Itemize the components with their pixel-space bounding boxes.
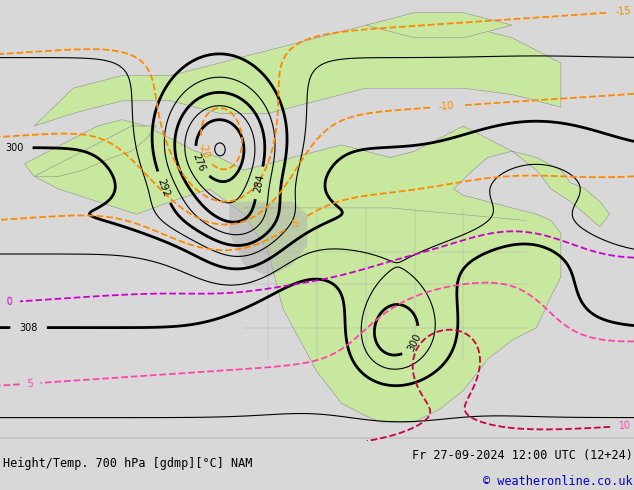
Text: 10: 10 bbox=[618, 420, 631, 431]
Polygon shape bbox=[24, 120, 610, 422]
Text: Height/Temp. 700 hPa [gdmp][°C] NAM: Height/Temp. 700 hPa [gdmp][°C] NAM bbox=[3, 457, 252, 469]
Text: 5: 5 bbox=[27, 378, 34, 389]
Text: 308: 308 bbox=[20, 322, 38, 333]
Text: © weatheronline.co.uk: © weatheronline.co.uk bbox=[483, 475, 633, 488]
Polygon shape bbox=[34, 126, 156, 176]
Text: 300: 300 bbox=[5, 143, 23, 153]
Text: 0: 0 bbox=[6, 297, 13, 307]
Polygon shape bbox=[366, 13, 512, 38]
Text: -15: -15 bbox=[614, 6, 631, 17]
Text: -10: -10 bbox=[438, 101, 455, 112]
Polygon shape bbox=[34, 25, 561, 126]
Text: -5: -5 bbox=[288, 217, 302, 230]
Polygon shape bbox=[230, 201, 307, 277]
Text: 284: 284 bbox=[252, 173, 266, 193]
Text: 276: 276 bbox=[191, 152, 207, 173]
Text: -20: -20 bbox=[197, 141, 211, 160]
Text: 292: 292 bbox=[156, 177, 172, 198]
Text: 300: 300 bbox=[406, 332, 424, 352]
Text: Fr 27-09-2024 12:00 UTC (12+24): Fr 27-09-2024 12:00 UTC (12+24) bbox=[412, 449, 633, 462]
